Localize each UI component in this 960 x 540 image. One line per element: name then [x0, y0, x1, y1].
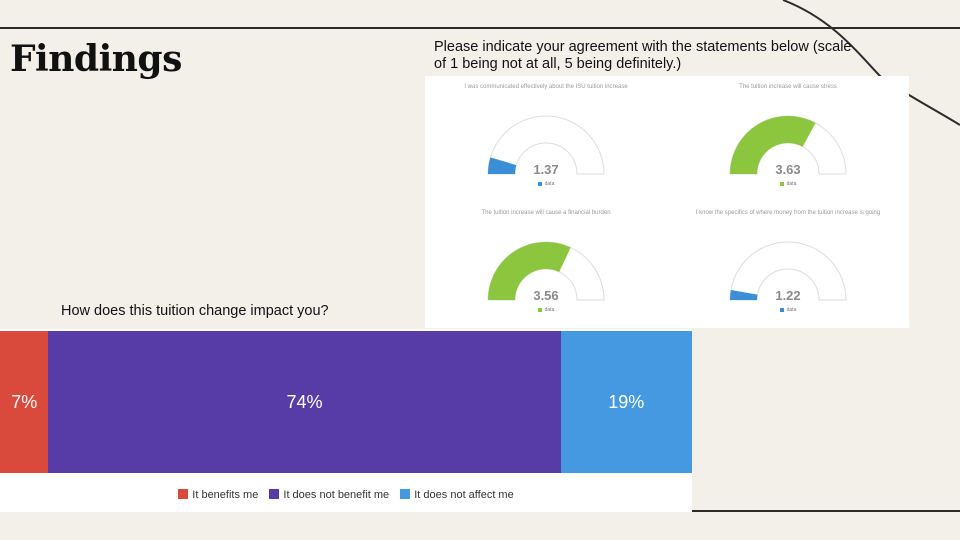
gauge-communicated-fill: [488, 157, 517, 174]
gauge-money-specifics-svg: [729, 241, 847, 301]
gauge-communicated-legend: data: [521, 181, 571, 187]
gauge-stress-swatch: [779, 181, 784, 186]
gauge-money-specifics-track: [729, 241, 847, 301]
gauge-stress-value: 3.63: [775, 162, 801, 177]
gauge-panel: I was communicated effectively about the…: [425, 76, 909, 328]
gauge-money-specifics-swatch: [779, 307, 784, 312]
gauge-money-specifics-legend-label: data: [786, 307, 797, 313]
legend-swatch-not-affect: [400, 489, 411, 499]
gauge-financial-burden-title: The tuition increase will cause a financ…: [481, 210, 611, 216]
bar-label-not-affect: 19%: [608, 391, 645, 412]
gauge-money-specifics-title: I know the specifics of where money from…: [695, 210, 881, 216]
stacked-bar: 7% 74% 19%: [0, 331, 692, 473]
legend-label-benefits: It benefits me: [192, 489, 259, 501]
gauge-financial-burden-value: 3.56: [533, 288, 559, 303]
gauge-money-specifics-fill: [730, 290, 758, 300]
gauge-financial-burden-legend-label: data: [544, 307, 555, 313]
legend-swatch-not-benefit: [269, 489, 280, 499]
bar-segment-not-affect: 19%: [560, 331, 692, 473]
gauge-communicated-svg: [487, 115, 605, 175]
gauge-money-specifics: I know the specifics of where money from…: [667, 202, 909, 328]
bar-chart-caption: How does this tuition change impact you?: [61, 303, 329, 319]
legend-item-not-benefit: It does not benefit me: [269, 489, 389, 501]
bar-chart-legend: It benefits me It does not benefit me It…: [0, 489, 692, 501]
gauge-communicated-track: [487, 115, 605, 175]
gauge-financial-burden-legend: data: [521, 307, 571, 313]
gauge-financial-burden-swatch: [537, 307, 542, 312]
gauge-communicated-swatch: [537, 181, 542, 186]
gauge-stress-svg: [729, 115, 847, 175]
legend-item-not-affect: It does not affect me: [400, 489, 514, 501]
gauge-communicated: I was communicated effectively about the…: [425, 76, 667, 202]
gauge-stress-legend-label: data: [786, 181, 797, 187]
impact-bar-chart: 7% 74% 19% It benefits me It does not be…: [0, 329, 692, 512]
gauge-money-specifics-legend: data: [763, 307, 813, 313]
gauge-money-specifics-value: 1.22: [775, 288, 801, 303]
bar-label-benefits: 7%: [11, 391, 38, 412]
page-title: Findings: [10, 38, 182, 80]
legend-label-not-benefit: It does not benefit me: [283, 489, 390, 501]
gauge-stress-legend: data: [763, 181, 813, 187]
gauge-stress-title: The tuition increase will cause stress: [739, 84, 837, 90]
gauge-communicated-title: I was communicated effectively about the…: [464, 84, 628, 90]
gauge-communicated-legend-label: data: [544, 181, 555, 187]
bar-segment-not-benefit: 74%: [48, 331, 561, 473]
top-rule: [0, 27, 960, 29]
bar-label-not-benefit: 74%: [286, 391, 323, 412]
legend-swatch-benefits: [178, 489, 189, 499]
bar-segment-benefits: 7%: [0, 331, 49, 473]
gauge-stress-fill: [730, 116, 816, 174]
gauge-financial-burden-fill: [488, 242, 571, 300]
legend-item-benefits: It benefits me: [178, 489, 258, 501]
gauge-communicated-value: 1.37: [533, 162, 559, 177]
gauge-caption: Please indicate your agreement with the …: [434, 39, 852, 72]
legend-label-not-affect: It does not affect me: [414, 489, 514, 501]
gauge-stress: The tuition increase will cause stress 3…: [667, 76, 909, 202]
gauge-financial-burden-svg: [487, 241, 605, 301]
gauge-financial-burden: The tuition increase will cause a financ…: [425, 202, 667, 328]
